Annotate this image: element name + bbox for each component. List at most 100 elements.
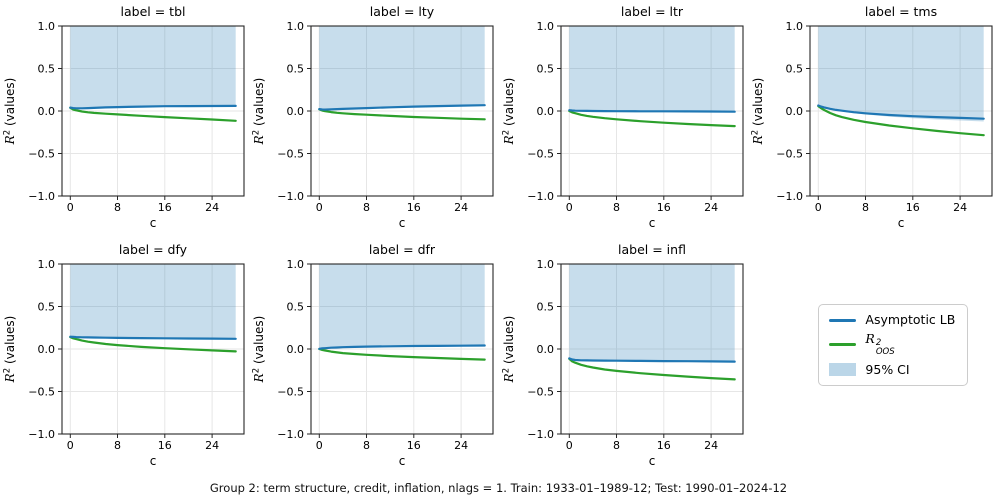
ytick-label: −1.0: [28, 428, 55, 441]
r2-oos-line: [816, 104, 985, 137]
x-axis-label: c: [897, 216, 904, 230]
subplot-svg-tbl: 1.0 0.5 0.0 −0.5 −1.0 0 8 16 24 label = tbl c R2 (v…: [3, 4, 245, 230]
r2-oos-line: [69, 106, 237, 122]
ytick-label: −1.0: [278, 428, 305, 441]
subplot-title: label = tms: [865, 4, 937, 19]
ci-band: [319, 264, 485, 349]
ytick-label: −1.0: [278, 190, 305, 203]
r2-oos-line: [567, 109, 736, 128]
r2-oos-line: [567, 357, 736, 381]
xtick-label: 24: [205, 201, 219, 214]
ci-band: [818, 26, 984, 122]
subplot-title: label = ltr: [620, 4, 683, 19]
math-sub: OOS: [875, 346, 895, 357]
tick-marks: [58, 25, 213, 200]
ytick-label: −0.5: [527, 386, 554, 399]
ci-band: [568, 26, 735, 112]
subplot-title: label = lty: [370, 4, 435, 19]
xtick-label: 24: [454, 201, 468, 214]
ci-patch-swatch: [829, 363, 857, 377]
legend-item-r2-oos: R 2 OOS: [829, 333, 955, 356]
subplot-dfy: 1.0 0.5 0.0 −0.5 −1.0 0 8 16 24 label = dfy c R2 (v…: [0, 238, 249, 476]
ytick-label: 0.0: [38, 105, 56, 118]
ytick-label: −1.0: [28, 190, 55, 203]
r2-oos-line: [318, 347, 487, 361]
subplot-title: label = dfy: [119, 242, 188, 257]
ytick-label: 0.5: [287, 63, 305, 76]
legend-item-95-ci: 95% CI: [829, 361, 955, 377]
xtick-label: 24: [704, 201, 718, 214]
x-axis-label: c: [648, 454, 655, 468]
x-axis-label: c: [150, 454, 157, 468]
r2-oos-line: [69, 335, 237, 353]
ytick-label: 1.0: [287, 258, 305, 271]
legend: Asymptotic LB R 2 OOS 95% CI: [818, 303, 969, 387]
ytick-label: −0.5: [278, 148, 305, 161]
xtick-label: 16: [407, 439, 421, 452]
xtick-label: 0: [67, 439, 74, 452]
ytick-label: 0.5: [38, 301, 56, 314]
tick-labels: 1.0 0.5 0.0 −0.5 −1.0 0 8 16 24: [527, 20, 718, 214]
ytick-label: 1.0: [38, 20, 56, 33]
ytick-label: 0.0: [287, 105, 305, 118]
xtick-label: 24: [454, 439, 468, 452]
asymptotic-lb-line: [318, 344, 487, 350]
xtick-label: 16: [906, 201, 920, 214]
legend-label: 95% CI: [865, 361, 910, 377]
xtick-label: 0: [565, 201, 572, 214]
xtick-label: 16: [407, 201, 421, 214]
subplot-dfr: 1.0 0.5 0.0 −0.5 −1.0 0 8 16 24 label = dfr c R2 (v…: [249, 238, 498, 476]
ci-band: [319, 26, 485, 110]
y-axis-label: R2 (values): [252, 78, 267, 146]
subplot-svg-lty: 1.0 0.5 0.0 −0.5 −1.0 0 8 16 24 label = lty c R2 (v…: [252, 4, 494, 230]
ytick-label: 1.0: [536, 258, 554, 271]
asymptotic-lb-line: [567, 109, 736, 113]
ytick-label: 0.5: [536, 301, 554, 314]
x-axis-label: c: [648, 216, 655, 230]
math-supsub: 2 OOS: [876, 339, 895, 356]
tick-marks: [556, 25, 712, 200]
asymptotic-lb-swatch: [829, 318, 857, 322]
ytick-label: 0.0: [38, 343, 56, 356]
subplot-lty: 1.0 0.5 0.0 −0.5 −1.0 0 8 16 24 label = lty c R2 (v…: [249, 0, 498, 238]
xtick-label: 8: [613, 439, 620, 452]
ytick-label: 0.0: [536, 343, 554, 356]
ytick-label: −0.5: [527, 148, 554, 161]
r2-oos-swatch: [829, 343, 857, 347]
asymptotic-lb-line: [318, 104, 487, 111]
subplot-svg-ltr: 1.0 0.5 0.0 −0.5 −1.0 0 8 16 24 label = ltr c R2 (v…: [501, 4, 744, 230]
subplot-ltr: 1.0 0.5 0.0 −0.5 −1.0 0 8 16 24 label = ltr c R2 (v…: [499, 0, 748, 238]
tick-labels: 1.0 0.5 0.0 −0.5 −1.0 0 8 16 24: [28, 258, 219, 452]
subplot-svg-infl: 1.0 0.5 0.0 −0.5 −1.0 0 8 16 24 label = infl c R2 (…: [501, 242, 744, 468]
asymptotic-lb-line: [69, 104, 237, 110]
ytick-label: 1.0: [287, 20, 305, 33]
xtick-label: 8: [114, 439, 121, 452]
math-sup: 2: [875, 338, 882, 349]
ytick-label: −0.5: [28, 386, 55, 399]
tick-labels: 1.0 0.5 0.0 −0.5 −1.0 0 8 16 24: [278, 20, 469, 214]
tick-labels: 1.0 0.5 0.0 −0.5 −1.0 0 8 16 24: [527, 258, 718, 452]
xtick-label: 0: [565, 439, 572, 452]
xtick-label: 16: [656, 201, 670, 214]
asymptotic-lb-line: [69, 335, 237, 340]
x-axis-label: c: [399, 454, 406, 468]
subplot-svg-tms: 1.0 0.5 0.0 −0.5 −1.0 0 8 16 24 label = tms c R2 (v…: [750, 4, 993, 230]
asymptotic-lb-line: [567, 357, 736, 363]
tick-marks: [58, 263, 213, 438]
asymptotic-lb-line: [816, 104, 985, 120]
tick-marks: [307, 263, 462, 438]
r2-oos-line: [318, 108, 487, 121]
tick-marks: [307, 25, 462, 200]
x-axis-label: c: [399, 216, 406, 230]
ci-band: [70, 26, 236, 109]
ytick-label: 0.5: [38, 63, 56, 76]
ytick-label: −1.0: [527, 428, 554, 441]
xtick-label: 8: [363, 201, 370, 214]
subplot-title: label = dfr: [369, 242, 436, 257]
tick-labels: 1.0 0.5 0.0 −0.5 −1.0 0 8 16 24: [776, 20, 967, 214]
ytick-label: −0.5: [278, 386, 305, 399]
figure-caption: Group 2: term structure, credit, inflati…: [209, 481, 788, 495]
xtick-label: 8: [613, 201, 620, 214]
legend-cell: Asymptotic LB R 2 OOS 95% CI: [748, 238, 997, 476]
ytick-label: −0.5: [28, 148, 55, 161]
